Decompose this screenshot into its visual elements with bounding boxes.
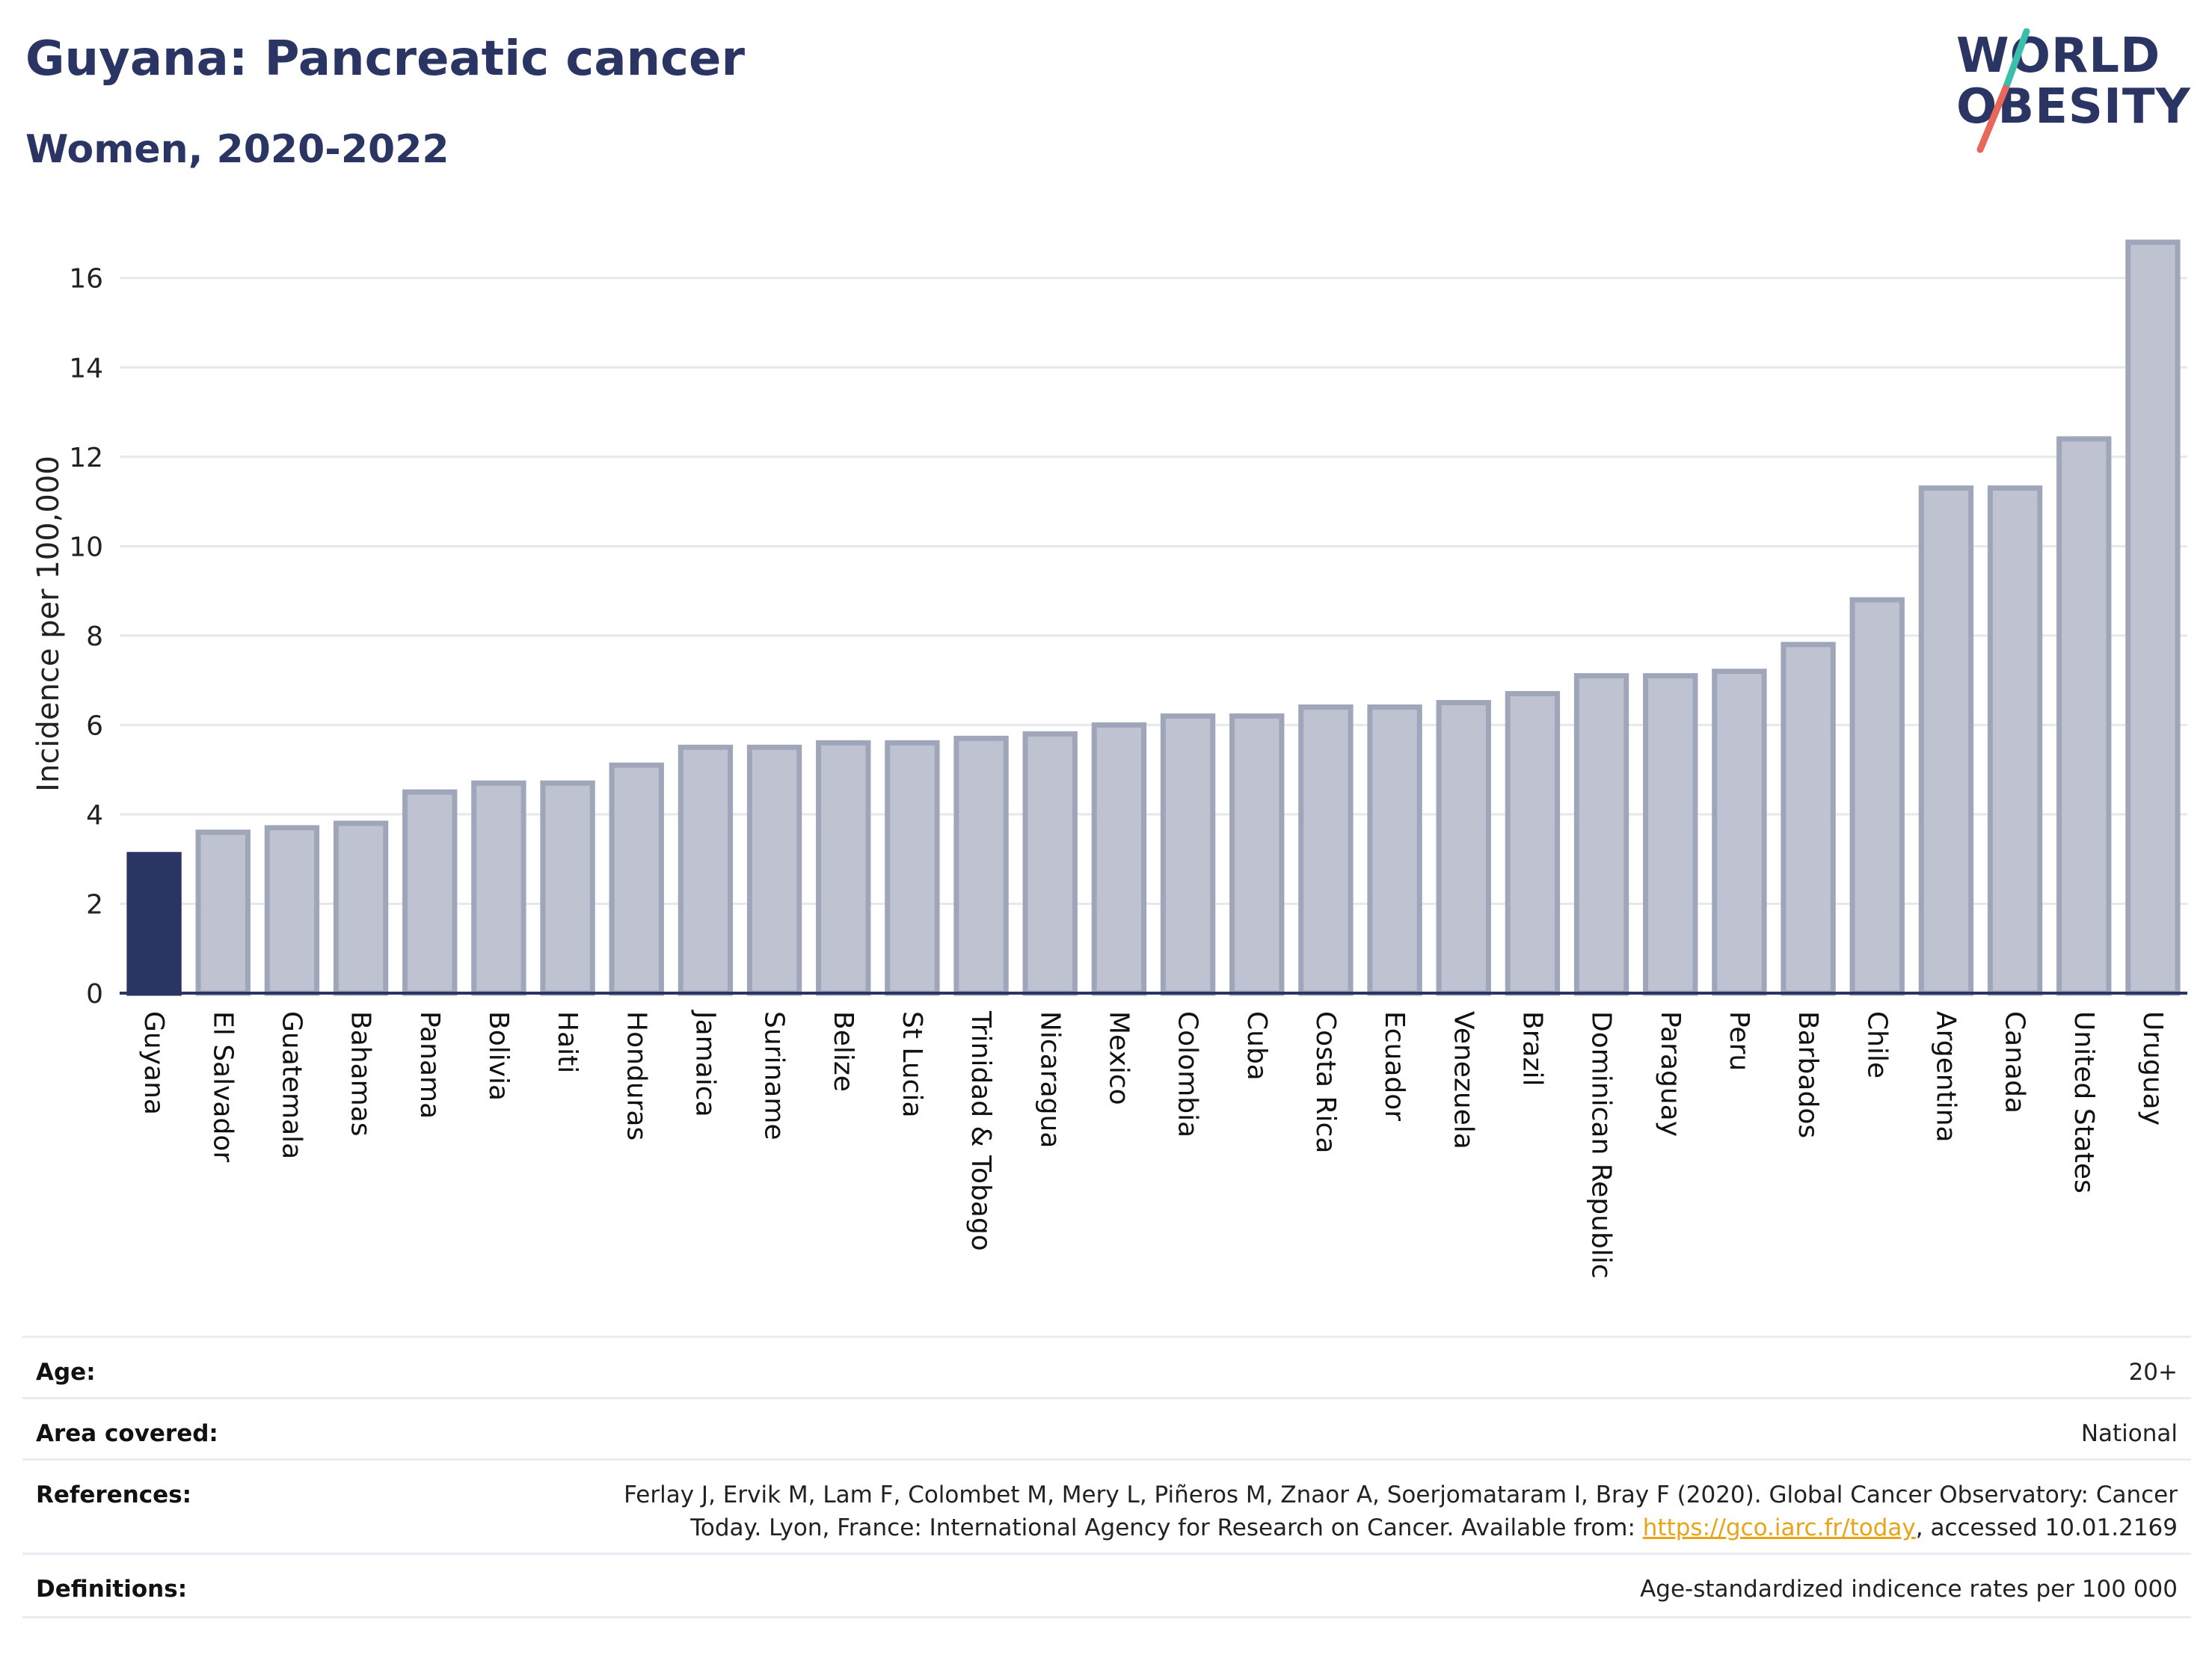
y-tick-label: 14	[69, 353, 103, 384]
bar	[333, 820, 389, 996]
bar	[953, 735, 1009, 996]
x-tick-label: Chile	[1861, 1011, 1892, 1078]
world-obesity-logo: WORLD OBESITY	[1944, 28, 2199, 163]
references-line-2: Today. Lyon, France: International Agenc…	[624, 1511, 2178, 1544]
x-tick-label: Guyana	[138, 1011, 169, 1115]
bar	[1712, 669, 1767, 996]
bar	[1781, 642, 1836, 996]
definitions-label: Definitions:	[36, 1576, 188, 1603]
x-tick-label: Cuba	[1241, 1011, 1272, 1081]
bar	[1505, 691, 1561, 996]
y-tick-label: 4	[86, 800, 103, 831]
x-tick-label: Guatemala	[276, 1011, 307, 1159]
bar	[1436, 700, 1491, 996]
bar	[126, 852, 182, 996]
x-tick-label: Peru	[1724, 1011, 1754, 1071]
meta-row-references: References: Ferlay J, Ervik M, Lam F, Co…	[22, 1458, 2191, 1555]
y-tick-label: 12	[69, 443, 103, 473]
bar	[678, 744, 734, 996]
x-tick-label: Ecuador	[1379, 1011, 1410, 1121]
references-link[interactable]: https://gco.iarc.fr/today	[1642, 1514, 1916, 1541]
x-tick-label: Bahamas	[345, 1011, 376, 1137]
chart-subtitle: Women, 2020-2022	[25, 127, 449, 172]
bar	[2056, 436, 2112, 996]
y-tick-label: 10	[69, 532, 103, 562]
area-label: Area covered:	[36, 1420, 218, 1447]
x-tick-label: Honduras	[621, 1011, 651, 1140]
y-tick-label: 16	[69, 264, 103, 295]
bar	[1298, 704, 1354, 996]
x-tick-label: Nicaragua	[1034, 1011, 1065, 1148]
bar	[1022, 731, 1078, 996]
x-tick-label: Dominican Republic	[1586, 1011, 1617, 1279]
bar	[195, 829, 251, 996]
chart-title: Guyana: Pancreatic cancer	[25, 31, 745, 87]
x-tick-label: Colombia	[1173, 1011, 1203, 1137]
x-tick-label: Uruguay	[2137, 1011, 2168, 1126]
x-tick-label: Canada	[2000, 1011, 2030, 1114]
references-line-2-prefix: Today. Lyon, France: International Agenc…	[690, 1514, 1643, 1541]
bar-chart: 0 2 4 6 8 10 12 14 16 Incidence per 100,000 Guyana…	[31, 239, 2187, 1279]
references-label: References:	[36, 1481, 192, 1508]
bar	[746, 744, 802, 996]
logo-slash-icon	[1976, 28, 2030, 153]
x-tick-label: Costa Rica	[1310, 1011, 1341, 1153]
x-tick-label: El Salvador	[207, 1011, 238, 1162]
x-tick-label: Barbados	[1792, 1011, 1823, 1138]
x-tick-label: Trinidad & Tobago	[965, 1010, 996, 1251]
y-axis-label: Incidence per 100,000	[31, 455, 66, 792]
bar	[1573, 673, 1629, 996]
y-tick-label: 6	[86, 710, 103, 741]
x-tick-label: Haiti	[552, 1011, 583, 1073]
y-tick-label: 2	[86, 889, 103, 920]
bar	[2125, 239, 2181, 996]
bar	[1160, 713, 1216, 996]
bar	[540, 780, 595, 996]
definitions-value: Age-standardized indicence rates per 100…	[1640, 1576, 2178, 1603]
age-value: 20+	[2128, 1359, 2178, 1386]
x-tick-label: Belize	[828, 1011, 858, 1092]
age-label: Age:	[36, 1359, 96, 1386]
references-text: Ferlay J, Ervik M, Lam F, Colombet M, Me…	[624, 1479, 2178, 1544]
y-tick-label: 8	[86, 621, 103, 652]
x-tick-label: United States	[2068, 1011, 2099, 1194]
bar	[1367, 704, 1422, 996]
x-tick-label: Brazil	[1517, 1011, 1547, 1086]
bar	[471, 780, 526, 996]
y-tick-label: 0	[86, 979, 103, 1010]
meta-row-area: Area covered: National	[22, 1397, 2191, 1461]
x-tick-label: St Lucia	[897, 1011, 927, 1118]
bar	[1849, 597, 1905, 996]
x-tick-label: Suriname	[759, 1011, 790, 1140]
meta-row-age: Age: 20+	[22, 1336, 2191, 1399]
bar	[402, 789, 458, 996]
x-tick-label: Paraguay	[1655, 1011, 1686, 1137]
meta-row-definitions: Definitions: Age-standardized indicence …	[22, 1553, 2191, 1618]
bar	[1229, 713, 1285, 996]
logo-text-world: WORLD	[1956, 28, 2161, 84]
bar	[1918, 485, 1974, 996]
bar	[264, 825, 320, 996]
area-value: National	[2080, 1420, 2178, 1447]
x-tick-label: Jamaica	[689, 1010, 720, 1117]
x-tick-label: Panama	[414, 1011, 445, 1119]
x-tick-label: Bolivia	[483, 1011, 514, 1101]
references-line-2-suffix: , accessed 10.01.2169	[1915, 1514, 2178, 1541]
bar	[1091, 722, 1147, 996]
bar	[816, 740, 871, 996]
x-tick-label: Argentina	[1930, 1011, 1961, 1143]
bar	[885, 740, 940, 996]
x-tick-label: Mexico	[1103, 1011, 1134, 1105]
x-tick-label: Venezuela	[1448, 1011, 1478, 1149]
bar	[1987, 485, 2043, 996]
bar	[609, 762, 664, 996]
references-line-1: Ferlay J, Ervik M, Lam F, Colombet M, Me…	[624, 1481, 2178, 1508]
bar	[1643, 673, 1698, 996]
